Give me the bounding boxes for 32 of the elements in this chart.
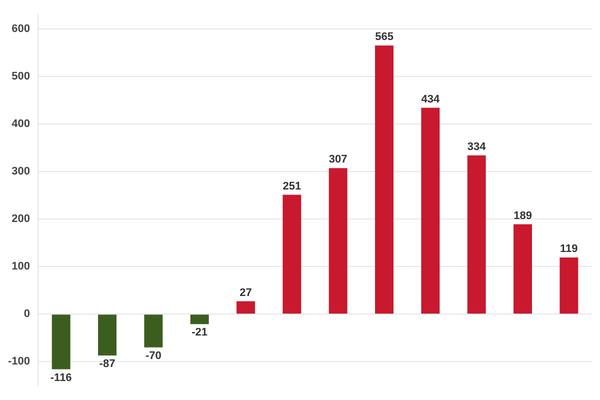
y-tick-label: 0 bbox=[24, 308, 30, 320]
y-tick-label: 200 bbox=[12, 213, 30, 226]
y-tick-label: 300 bbox=[12, 166, 30, 178]
y-tick-label: -100 bbox=[8, 356, 30, 368]
bar bbox=[52, 314, 70, 370]
y-tick-label: 400 bbox=[12, 118, 30, 130]
data-label: 251 bbox=[282, 180, 302, 192]
data-label: 307 bbox=[328, 154, 348, 166]
data-label: -70 bbox=[145, 350, 162, 362]
data-label: 189 bbox=[514, 210, 532, 222]
data-label: 434 bbox=[421, 93, 440, 106]
data-label: -87 bbox=[99, 358, 116, 370]
data-label: 334 bbox=[467, 140, 487, 153]
data-label: -116 bbox=[50, 372, 72, 384]
bar bbox=[514, 224, 532, 314]
bar bbox=[421, 108, 440, 314]
bar bbox=[375, 46, 394, 314]
bar bbox=[98, 314, 116, 356]
data-label: 119 bbox=[560, 243, 578, 256]
bar bbox=[236, 301, 255, 314]
y-tick-label: 600 bbox=[12, 22, 30, 35]
bar bbox=[190, 314, 209, 324]
y-tick-label: 500 bbox=[12, 70, 30, 82]
data-label: -21 bbox=[192, 326, 208, 339]
data-label: 565 bbox=[375, 31, 394, 44]
bar bbox=[467, 155, 486, 314]
y-tick-label: 100 bbox=[12, 260, 30, 273]
bar bbox=[560, 258, 578, 314]
bar bbox=[144, 314, 163, 348]
bar bbox=[328, 168, 348, 314]
data-label: 27 bbox=[240, 286, 252, 299]
bar bbox=[282, 194, 302, 314]
